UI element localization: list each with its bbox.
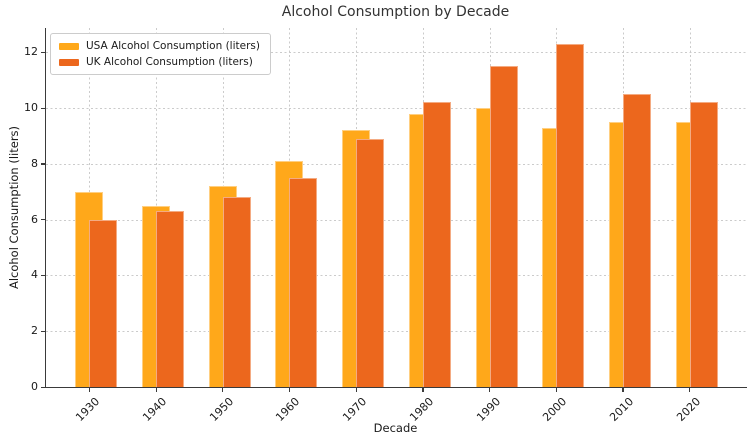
legend-label-usa: USA Alcohol Consumption (liters) [86, 40, 260, 52]
ytick-mark-4 [41, 274, 45, 277]
legend-swatch-usa [59, 42, 79, 50]
legend-row-uk: UK Alcohol Consumption (liters) [59, 56, 260, 68]
gridline-h-12 [46, 52, 747, 54]
xtick-mark-2010 [622, 388, 624, 392]
gridline-h-2 [46, 331, 747, 333]
xtick-label-1960: 1960 [273, 395, 303, 424]
legend-label-uk: UK Alcohol Consumption (liters) [86, 56, 253, 68]
xtick-mark-1960 [288, 388, 291, 392]
xtick-label-1980: 1980 [407, 395, 437, 424]
ytick-label-0: 0 [31, 380, 38, 393]
ytick-mark-8 [41, 163, 45, 165]
xtick-mark-2020 [689, 388, 691, 392]
xtick-mark-1940 [155, 388, 157, 392]
plot-area: USA Alcohol Consumption (liters) UK Alco… [24, 28, 747, 424]
xtick-label-2010: 2010 [607, 395, 637, 424]
bar-uk-1960 [289, 177, 318, 387]
bar-uk-1940 [156, 211, 184, 387]
legend: USA Alcohol Consumption (liters) UK Alco… [50, 33, 271, 75]
ytick-mark-10 [41, 107, 45, 109]
xtick-mark-1950 [222, 388, 224, 392]
gridline-h-6 [46, 219, 747, 221]
xtick-label-1930: 1930 [73, 395, 103, 424]
bar-uk-1970 [356, 138, 385, 387]
bar-uk-1930 [89, 219, 118, 387]
ytick-mark-6 [41, 219, 45, 221]
bar-uk-2000 [556, 43, 585, 387]
legend-swatch-uk [59, 58, 79, 66]
ytick-mark-2 [41, 330, 45, 332]
chart-title: Alcohol Consumption by Decade [281, 4, 510, 20]
bar-uk-2010 [622, 94, 651, 387]
xtick-label-1950: 1950 [206, 395, 236, 424]
ytick-label-10: 10 [24, 101, 38, 115]
gridline-h-4 [46, 275, 747, 277]
ytick-label-4: 4 [31, 268, 38, 282]
xtick-mark-1980 [422, 388, 424, 392]
legend-row-usa: USA Alcohol Consumption (liters) [59, 40, 260, 52]
xtick-mark-2000 [555, 388, 557, 392]
xtick-label-2020: 2020 [673, 395, 703, 424]
ytick-label-6: 6 [31, 212, 38, 226]
bar-uk-1950 [222, 197, 251, 387]
bar-uk-1980 [422, 102, 451, 387]
xtick-mark-1990 [489, 388, 491, 392]
xtick-label-2000: 2000 [540, 395, 570, 424]
ytick-mark-12 [41, 51, 45, 54]
x-axis-label: Decade [373, 421, 418, 435]
xtick-label-1940: 1940 [140, 395, 170, 424]
ytick-label-2: 2 [31, 324, 38, 338]
bar-uk-2020 [689, 102, 718, 387]
xtick-label-1990: 1990 [473, 395, 503, 424]
ytick-mark-0 [41, 386, 45, 388]
xtick-label-1970: 1970 [340, 395, 370, 424]
ytick-label-12: 12 [24, 45, 38, 59]
gridline-h-8 [46, 163, 747, 165]
xtick-mark-1930 [88, 388, 91, 392]
ytick-label-8: 8 [31, 156, 38, 170]
gridline-h-10 [46, 108, 747, 110]
xtick-mark-1970 [355, 388, 357, 392]
bar-uk-1990 [489, 66, 518, 387]
